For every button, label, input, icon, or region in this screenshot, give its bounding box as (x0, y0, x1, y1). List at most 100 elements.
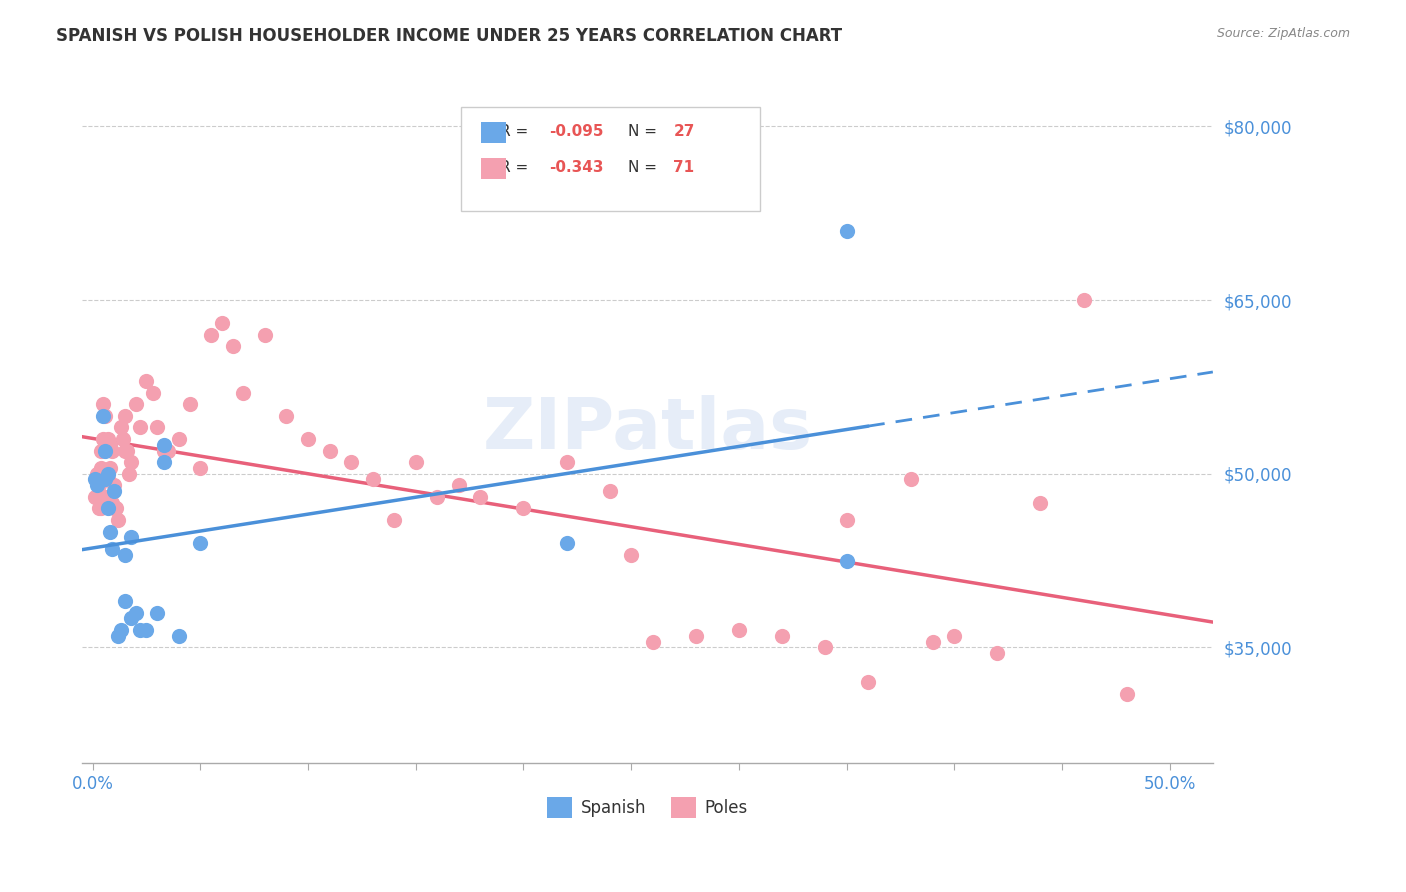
Point (129, 420, 152, 434)
Point (1073, 293, 1095, 307)
Point (253, 327, 276, 342)
Text: R =: R = (501, 123, 533, 138)
Point (120, 611, 142, 625)
Point (120, 530, 142, 544)
Point (856, 675, 879, 690)
Point (83, 490, 105, 504)
Point (110, 420, 132, 434)
Text: ZIPatlas: ZIPatlas (482, 395, 813, 464)
Point (97, 501, 120, 516)
Point (90, 443, 112, 458)
Point (152, 443, 174, 458)
Point (1029, 496, 1052, 510)
Point (152, 438, 174, 452)
Point (276, 409, 298, 423)
Point (426, 490, 449, 504)
Point (124, 606, 146, 620)
FancyBboxPatch shape (481, 158, 506, 179)
Point (83, 473, 105, 487)
Point (111, 432, 134, 446)
FancyBboxPatch shape (461, 107, 761, 211)
Point (211, 316, 233, 330)
Point (94, 409, 117, 423)
Text: R =: R = (501, 160, 533, 175)
Point (1115, 687, 1137, 701)
Text: SPANISH VS POLISH HOUSEHOLDER INCOME UNDER 25 YEARS CORRELATION CHART: SPANISH VS POLISH HOUSEHOLDER INCOME UND… (56, 27, 842, 45)
Point (98, 438, 121, 452)
Point (105, 501, 128, 516)
Point (103, 484, 125, 499)
Text: -0.343: -0.343 (548, 160, 603, 175)
Point (728, 623, 751, 637)
Point (943, 629, 966, 643)
Point (232, 385, 254, 400)
Point (835, 553, 858, 567)
Point (641, 634, 664, 648)
Point (118, 467, 141, 481)
Point (90, 461, 112, 475)
Point (135, 374, 157, 388)
Point (120, 455, 142, 469)
Point (114, 594, 136, 608)
Text: N =: N = (628, 160, 662, 175)
Point (835, 513, 858, 527)
Point (318, 443, 340, 458)
Point (685, 629, 707, 643)
Point (97, 432, 120, 446)
Point (115, 443, 138, 458)
Point (103, 478, 125, 492)
Point (86, 467, 108, 481)
Point (179, 397, 201, 411)
Point (86, 478, 108, 492)
Point (94, 473, 117, 487)
Point (200, 327, 222, 342)
Point (470, 490, 492, 504)
Point (94, 490, 117, 504)
Point (90, 501, 112, 516)
Point (340, 455, 363, 469)
Point (555, 536, 578, 550)
Text: N =: N = (628, 123, 662, 138)
Point (98, 461, 121, 475)
Point (98, 524, 121, 539)
Point (447, 478, 470, 492)
Point (107, 513, 129, 527)
Point (620, 548, 643, 562)
Point (221, 339, 243, 353)
Point (135, 623, 157, 637)
Point (770, 629, 793, 643)
Point (114, 443, 136, 458)
Text: 27: 27 (673, 123, 695, 138)
Point (405, 455, 427, 469)
Point (94, 443, 117, 458)
Point (93, 397, 115, 411)
Point (103, 501, 125, 516)
Point (986, 646, 1008, 660)
Point (101, 443, 124, 458)
Point (146, 606, 169, 620)
Point (142, 385, 165, 400)
Point (555, 455, 578, 469)
Text: 71: 71 (673, 160, 695, 175)
Point (101, 496, 124, 510)
Point (835, 224, 858, 238)
Point (900, 473, 922, 487)
Point (93, 409, 115, 423)
Point (512, 501, 534, 516)
Text: -0.095: -0.095 (548, 123, 603, 138)
Point (97, 473, 120, 487)
Point (382, 513, 405, 527)
Point (114, 409, 136, 423)
Point (188, 461, 211, 475)
Point (87, 501, 110, 516)
Point (152, 455, 174, 469)
Point (87, 478, 110, 492)
Point (599, 484, 621, 499)
Point (814, 640, 837, 655)
Point (167, 432, 190, 446)
Point (93, 432, 115, 446)
Point (156, 443, 179, 458)
Point (124, 397, 146, 411)
Point (188, 536, 211, 550)
Point (97, 467, 120, 481)
